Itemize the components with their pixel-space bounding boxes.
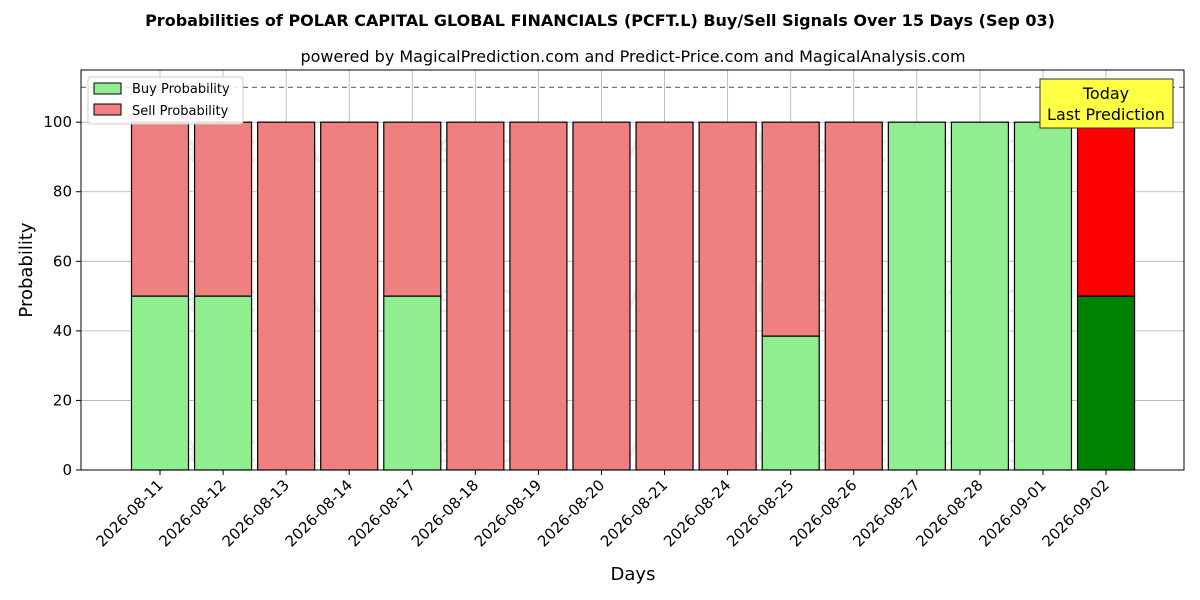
- bar-sell-2026-08-17: [383, 121, 442, 297]
- x-axis-ticks: 2026-08-112026-08-122026-08-132026-08-14…: [92, 470, 1113, 550]
- bar-sell-2026-08-24: [698, 121, 757, 471]
- bar-sell-2026-08-19: [509, 121, 568, 471]
- y-tick-label: 0: [62, 461, 72, 479]
- today-annotation-line1: Today: [1082, 84, 1129, 103]
- x-tick-label: 2026-08-11: [92, 476, 166, 550]
- legend: Buy Probability Sell Probability: [87, 76, 244, 125]
- bar-sell-2026-08-12: [193, 121, 253, 297]
- legend-swatch-sell: [93, 103, 122, 116]
- plot-frame: [80, 69, 1185, 471]
- y-tick-label: 80: [53, 183, 72, 201]
- bar-buy-2026-08-28: [950, 121, 1010, 471]
- x-tick-label: 2026-08-24: [660, 476, 734, 550]
- bar-sell-2026-08-20: [572, 121, 631, 471]
- bar-sell-2026-08-13: [257, 121, 316, 471]
- x-tick-label: 2026-08-19: [471, 476, 545, 550]
- bar-buy-2026-09-02: [1076, 295, 1136, 471]
- y-tick-label: 60: [53, 252, 72, 270]
- bar-buy-2026-08-25: [761, 335, 820, 471]
- bar-sell-2026-08-18: [446, 121, 505, 471]
- x-tick-label: 2026-08-21: [597, 476, 671, 550]
- today-annotation-box: [1039, 78, 1174, 129]
- bar-sell-2026-08-11: [130, 121, 190, 297]
- x-tick-label: 2026-08-20: [534, 476, 608, 550]
- today-annotation-line2: Last Prediction: [1047, 105, 1165, 124]
- x-tick-label: 2026-08-25: [723, 476, 797, 550]
- y-axis-label: Probability: [16, 222, 37, 317]
- bar-sell-2026-08-21: [635, 121, 694, 471]
- y-tick-label: 100: [43, 113, 72, 131]
- x-axis-label: Days: [611, 564, 656, 585]
- chart-title: Probabilities of POLAR CAPITAL GLOBAL FI…: [145, 11, 1055, 30]
- x-tick-label: 2026-08-14: [282, 476, 356, 550]
- x-tick-label: 2026-08-27: [849, 476, 923, 550]
- today-annotation: Today Last Prediction: [1039, 78, 1174, 129]
- x-tick-label: 2026-08-12: [156, 476, 230, 550]
- bar-buy-2026-08-17: [383, 295, 442, 471]
- legend-swatch-buy: [93, 82, 122, 95]
- bar-sell-2026-08-25: [761, 121, 820, 337]
- bar-sell-2026-09-02: [1076, 121, 1136, 297]
- bars-layer: [130, 121, 1136, 471]
- x-tick-label: 2026-08-13: [219, 476, 293, 550]
- bar-buy-2026-08-27: [887, 121, 946, 471]
- bar-buy-2026-08-12: [193, 295, 253, 471]
- legend-box: [87, 76, 244, 125]
- x-tick-label: 2026-08-18: [408, 476, 482, 550]
- legend-label-sell: Sell Probability: [132, 104, 229, 119]
- y-tick-label: 20: [53, 391, 72, 409]
- x-tick-label: 2026-09-02: [1038, 476, 1112, 550]
- bar-buy-2026-08-11: [130, 295, 190, 471]
- bar-sell-2026-08-14: [320, 121, 379, 471]
- bar-buy-2026-09-01: [1013, 121, 1073, 471]
- x-tick-label: 2026-08-26: [786, 476, 860, 550]
- y-axis-ticks: 0 20 40 60 80 100: [43, 113, 81, 479]
- x-tick-label: 2026-08-17: [345, 476, 419, 550]
- chart-subtitle: powered by MagicalPrediction.com and Pre…: [300, 47, 965, 66]
- x-tick-label: 2026-08-28: [912, 476, 986, 550]
- x-tick-label: 2026-09-01: [975, 476, 1049, 550]
- legend-label-buy: Buy Probability: [132, 82, 230, 97]
- bar-sell-2026-08-26: [824, 121, 883, 471]
- y-tick-label: 40: [53, 322, 72, 340]
